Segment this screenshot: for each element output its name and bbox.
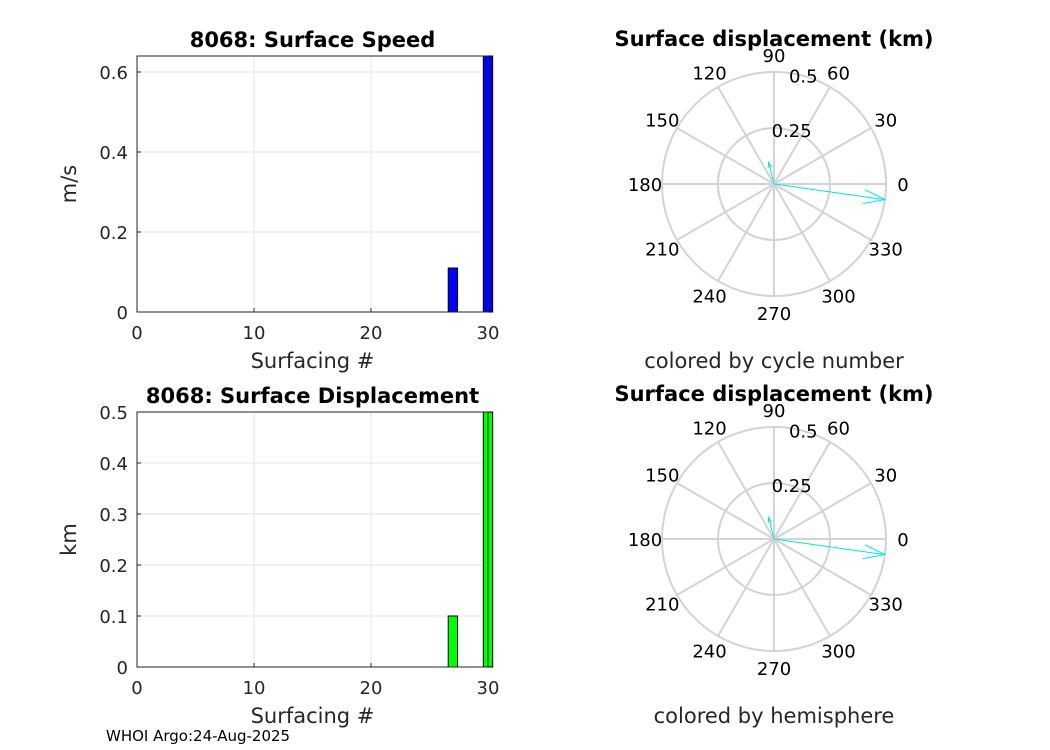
- angle-tick-label: 300: [821, 287, 855, 308]
- axes-box: [136, 411, 489, 668]
- angle-tick-label: 330: [869, 595, 903, 616]
- displacement-vector: [773, 538, 885, 556]
- angle-tick-label: 30: [874, 466, 897, 487]
- y-tick-label: 0.3: [99, 505, 128, 526]
- x-tick-label: 10: [243, 323, 266, 344]
- y-axis-label: m/s: [57, 165, 81, 203]
- polar-subtitle: colored by hemisphere: [654, 704, 895, 728]
- angle-tick-label: 0: [897, 175, 908, 196]
- y-tick-label: 0.2: [99, 556, 128, 577]
- y-tick-label: 0: [117, 658, 128, 679]
- radial-tick-label: 0.5: [789, 421, 818, 442]
- angle-tick-label: 210: [645, 595, 679, 616]
- angle-tick-label: 330: [869, 240, 903, 261]
- x-axis-label: Surfacing #: [251, 349, 375, 373]
- plot-area: [137, 56, 488, 312]
- angle-tick-label: 90: [763, 401, 786, 422]
- plot-area: [137, 412, 488, 667]
- radial-tick-label: 0.5: [789, 66, 818, 87]
- y-tick-label: 0.4: [99, 143, 128, 164]
- y-tick-label: 0.6: [99, 63, 128, 84]
- angle-tick-label: 60: [827, 418, 850, 439]
- x-tick-label: 30: [477, 678, 500, 699]
- x-tick-label: 0: [131, 323, 142, 344]
- angle-tick-label: 240: [692, 642, 726, 663]
- x-tick-label: 20: [360, 323, 383, 344]
- polar-title: Surface displacement (km): [614, 27, 933, 51]
- vector-arrowhead: [767, 515, 773, 524]
- angle-tick-label: 180: [628, 175, 662, 196]
- y-tick-label: 0.2: [99, 223, 128, 244]
- bar: [447, 615, 459, 668]
- x-tick-label: 30: [477, 323, 500, 344]
- x-tick-label: 20: [360, 678, 383, 699]
- vector-arrowhead: [862, 189, 887, 205]
- y-tick-label: 0.4: [99, 454, 128, 475]
- bar: [447, 267, 459, 313]
- chart-title: 8068: Surface Displacement: [146, 384, 479, 408]
- polar-title: Surface displacement (km): [614, 382, 933, 406]
- bar-chart-1: 0 10 20 30 0 0.2 0.4 0.6 8068: Surface Speed Surf…: [57, 28, 499, 373]
- vector-arrowhead: [767, 160, 773, 169]
- angle-tick-label: 150: [645, 466, 679, 487]
- y-tick-label: 0: [117, 303, 128, 324]
- angle-tick-label: 120: [692, 63, 726, 84]
- bar-chart-2: 0 10 20 30 0 0.1 0.2 0.3 0.4 0.5 8068: Surface Dis…: [57, 384, 499, 728]
- footer-text: WHOI Argo:24-Aug-2025: [106, 727, 290, 745]
- polar-chart-2: 0 30 60 90 120 150 180 210 240 270 300 330 0.25 0.5 Su…: [614, 382, 933, 728]
- axes-box: [136, 55, 489, 313]
- x-tick-label: 10: [243, 678, 266, 699]
- angle-tick-label: 180: [628, 530, 662, 551]
- radial-tick-label: 0.25: [772, 121, 812, 142]
- angle-tick-label: 270: [757, 304, 791, 325]
- displacement-vector: [773, 183, 885, 201]
- displacement-vector: [768, 162, 775, 185]
- angle-tick-label: 30: [874, 111, 897, 132]
- angle-tick-label: 150: [645, 111, 679, 132]
- angle-tick-label: 60: [827, 63, 850, 84]
- angle-tick-label: 300: [821, 642, 855, 663]
- chart-title: 8068: Surface Speed: [190, 28, 436, 52]
- angle-tick-label: 210: [645, 240, 679, 261]
- x-tick-label: 0: [131, 678, 142, 699]
- angle-tick-label: 0: [897, 530, 908, 551]
- angle-tick-label: 240: [692, 287, 726, 308]
- radial-tick-label: 0.25: [772, 476, 812, 497]
- angle-tick-label: 270: [757, 659, 791, 680]
- polar-subtitle: colored by cycle number: [644, 349, 904, 373]
- displacement-vector: [768, 517, 775, 540]
- angle-tick-label: 120: [692, 418, 726, 439]
- angle-tick-label: 90: [763, 46, 786, 67]
- polar-chart-1: 0 30 60 90 120 150 180 210 240 270 300 330 0.25 0.5 Su…: [614, 27, 933, 373]
- y-axis-label: km: [57, 523, 81, 556]
- y-tick-label: 0.5: [99, 403, 128, 424]
- x-axis-label: Surfacing #: [251, 704, 375, 728]
- vector-arrowhead: [862, 544, 887, 560]
- y-tick-label: 0.1: [99, 607, 128, 628]
